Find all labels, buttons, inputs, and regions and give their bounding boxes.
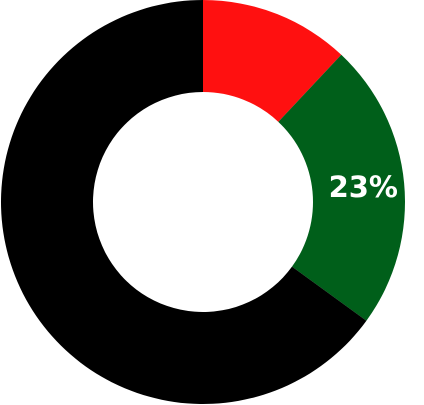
donut-slice-2: [1, 0, 367, 404]
donut-slice-label-1: 23%: [329, 170, 398, 204]
donut-slice-1: [278, 54, 405, 321]
donut-slice-0: [203, 0, 342, 122]
